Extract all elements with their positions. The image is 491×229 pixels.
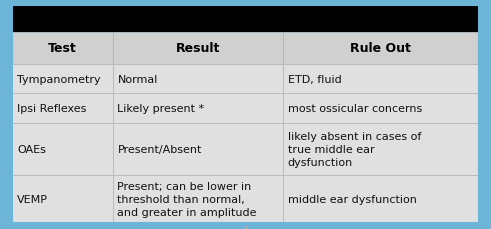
Text: middle ear dysfunction: middle ear dysfunction: [288, 194, 416, 204]
Bar: [12, 124, 112, 175]
Text: ETD, fluid: ETD, fluid: [288, 74, 341, 84]
Bar: [112, 33, 283, 65]
Bar: [112, 124, 283, 175]
Text: Likely present *: Likely present *: [117, 104, 205, 114]
Bar: [12, 94, 112, 124]
Bar: [12, 6, 479, 33]
Text: Tympanometry: Tympanometry: [17, 74, 101, 84]
Bar: [12, 175, 112, 223]
Bar: [283, 33, 479, 65]
Text: most ossicular concerns: most ossicular concerns: [288, 104, 422, 114]
Bar: [283, 94, 479, 124]
Text: VEMP: VEMP: [17, 194, 48, 204]
Text: OAEs: OAEs: [17, 144, 46, 154]
Text: Normal: Normal: [117, 74, 158, 84]
Bar: [12, 33, 112, 65]
Text: Present/Absent: Present/Absent: [117, 144, 202, 154]
Text: Present; can be lower in
threshold than normal,
and greater in amplitude: Present; can be lower in threshold than …: [117, 181, 257, 217]
Bar: [112, 175, 283, 223]
Bar: [112, 94, 283, 124]
Bar: [283, 65, 479, 94]
Bar: [283, 175, 479, 223]
Text: likely absent in cases of
true middle ear
dysfunction: likely absent in cases of true middle ea…: [288, 132, 421, 167]
Bar: [12, 65, 112, 94]
Bar: [112, 65, 283, 94]
Text: Test: Test: [48, 42, 77, 55]
Text: Rule Out: Rule Out: [351, 42, 411, 55]
Text: Ipsi Reflexes: Ipsi Reflexes: [17, 104, 86, 114]
Bar: [283, 124, 479, 175]
Text: Result: Result: [175, 42, 220, 55]
